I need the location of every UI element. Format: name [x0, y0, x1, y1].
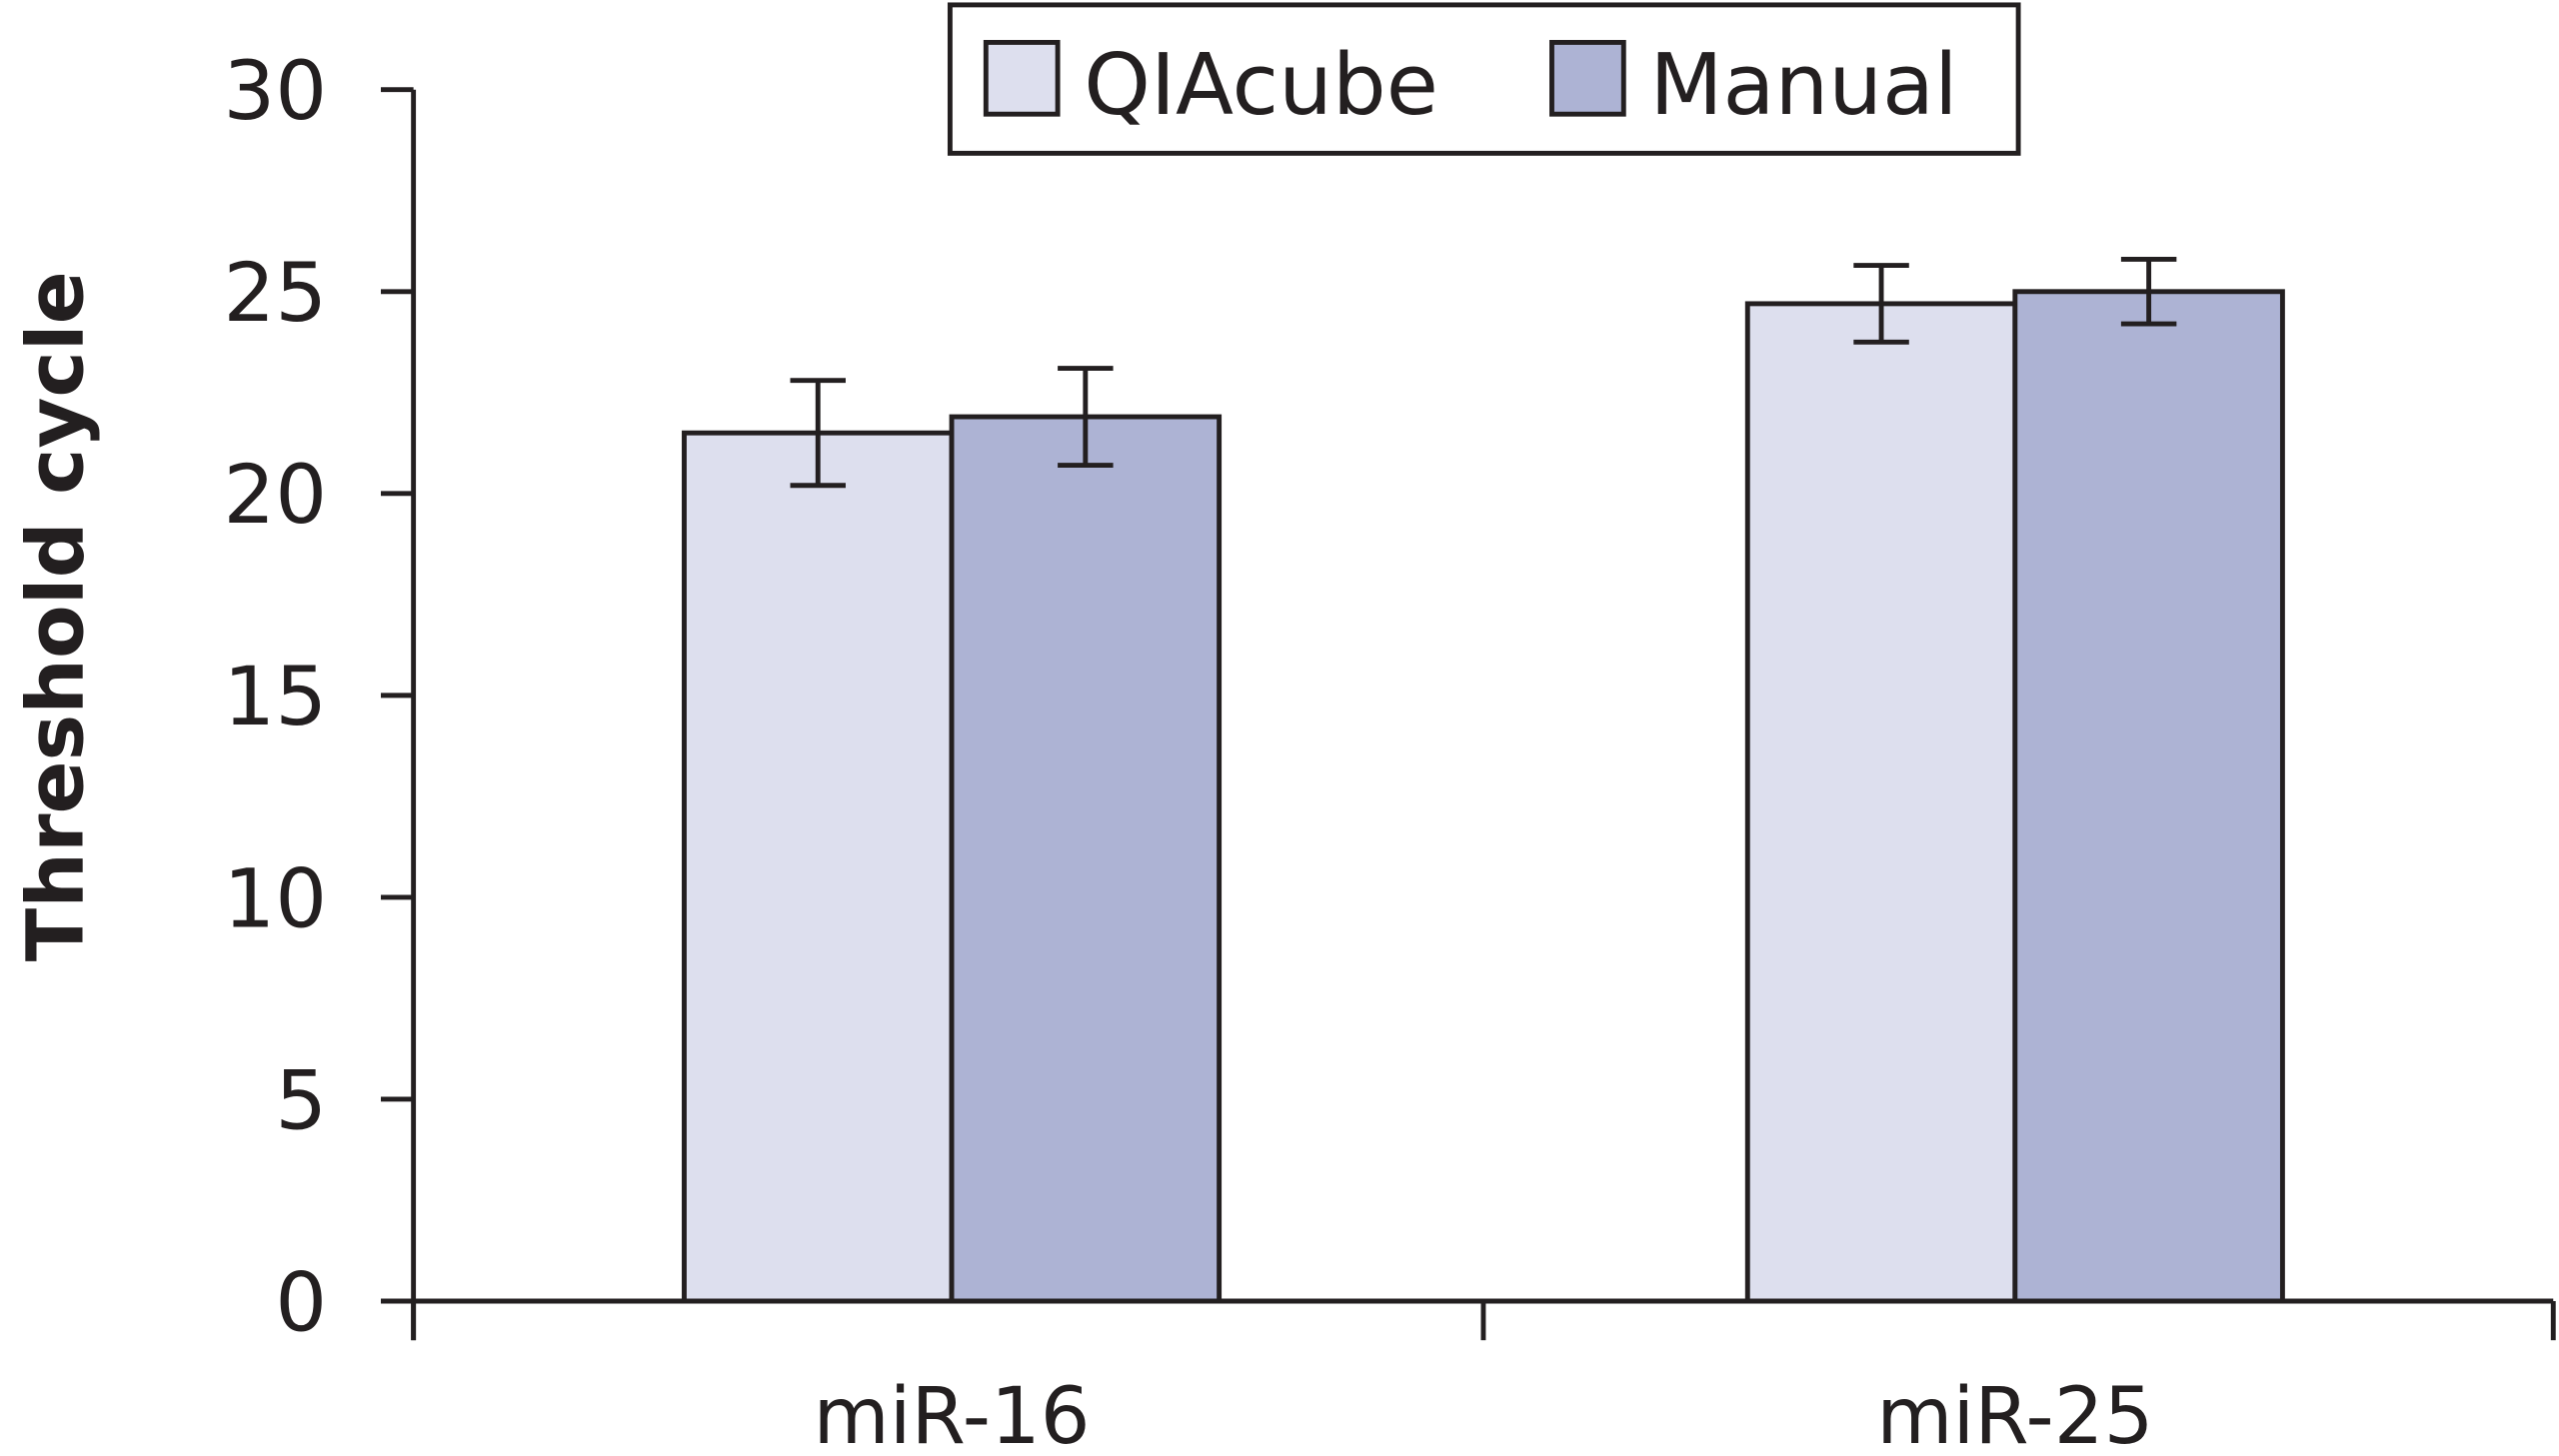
y-tick-label: 10 — [223, 851, 327, 946]
bar-manual-mir-16 — [949, 414, 1223, 1304]
legend-swatch-qiacube — [983, 39, 1061, 117]
legend-label-manual: Manual — [1649, 36, 1957, 135]
legend-swatch-manual — [1549, 39, 1626, 117]
x-tick-label: miR-25 — [1876, 1371, 2153, 1456]
y-tick-label: 15 — [223, 650, 327, 744]
y-tick-label: 5 — [275, 1053, 327, 1148]
y-tick-label: 20 — [223, 448, 327, 543]
legend: QIAcube Manual — [947, 2, 2021, 156]
y-tick-label: 0 — [275, 1255, 327, 1350]
x-tick-label: miR-16 — [813, 1371, 1090, 1456]
error-bar-manual-mir-16 — [1058, 366, 1114, 468]
bar-qiacube-mir-25 — [1744, 301, 2018, 1304]
error-bar-manual-mir-25 — [2120, 257, 2177, 327]
error-bar-qiacube-mir-25 — [1853, 263, 1909, 345]
axes-layer: miR-16 miR-25 0 5 10 15 20 25 30 — [223, 44, 2556, 1456]
y-axis-label: Threshold cycle — [10, 271, 101, 961]
bar-manual-mir-25 — [2012, 289, 2285, 1304]
bar-qiacube-mir-16 — [682, 430, 955, 1304]
legend-label-qiacube: QIAcube — [1084, 36, 1438, 135]
y-tick-label: 30 — [223, 44, 327, 139]
y-tick-label: 25 — [223, 246, 327, 341]
bars-layer — [682, 257, 2285, 1304]
error-bar-qiacube-mir-16 — [790, 378, 846, 489]
